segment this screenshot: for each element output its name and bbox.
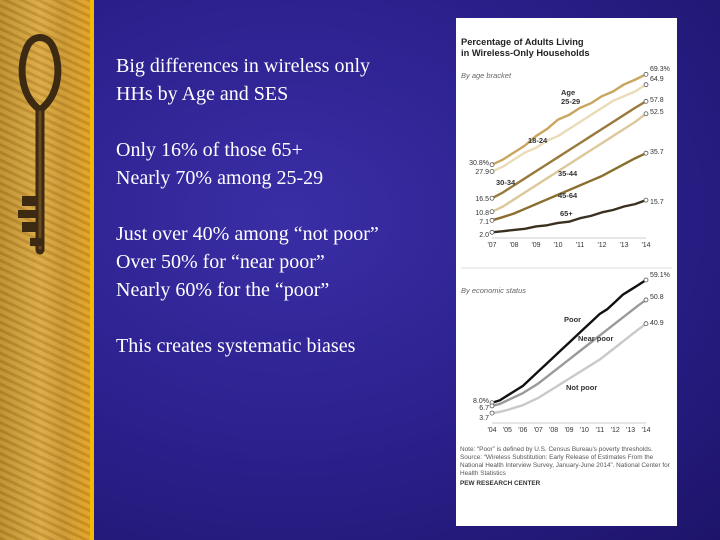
series-name-label: Not poor [566, 383, 597, 392]
economic-chart: '04 '05 '06 '07 '08 '09 '10 '11 '12 '13 '14 8.0% 59.… [473, 272, 670, 434]
series-end-point [643, 197, 649, 203]
series-start-point [489, 217, 495, 223]
chart-credit: PEW RESEARCH CENTER [460, 480, 541, 487]
series-end-point [643, 277, 649, 283]
x-tick-label: '06 [518, 427, 527, 434]
series-end-label: 50.8 [650, 294, 664, 301]
series-name-label: Age 25-29 [561, 88, 580, 106]
series-start-point [489, 410, 495, 416]
bullet-line: Just over 40% among “not poor” [116, 223, 379, 245]
series-end-label: 15.7 [650, 199, 664, 206]
skeleton-key-icon [18, 34, 62, 255]
series-end-point [643, 111, 649, 117]
series-line-35-44 [491, 112, 647, 213]
bullet-line: This creates systematic biases [116, 335, 356, 357]
series-line-near-poor [491, 298, 647, 408]
series-name-label: Near poor [578, 334, 614, 343]
series-start-point [489, 403, 495, 409]
series-name-label: 45-64 [558, 191, 578, 200]
series-start-label: 16.5 [475, 196, 489, 203]
series-line-18-24 [491, 83, 647, 173]
series-start-label: 2.0 [479, 232, 489, 239]
series-start-label: 27.9 [475, 169, 489, 176]
series-name-label: 30-34 [496, 178, 516, 187]
chart-note: Note: “Poor” is defined by U.S. Census B… [460, 446, 653, 453]
chart-subtitle-age: By age bracket [461, 71, 512, 80]
series-start-point [489, 169, 495, 174]
x-tick-label: '07 [534, 427, 543, 434]
x-tick-label: '10 [553, 242, 562, 249]
x-tick-label: '13 [626, 427, 635, 434]
series-name-label: Poor [564, 315, 581, 324]
x-tick-label: '09 [531, 242, 540, 249]
chart-subtitle-econ: By economic status [461, 286, 526, 295]
x-tick-label: '04 [487, 427, 496, 434]
x-tick-label: '12 [611, 427, 620, 434]
series-line-65+ [491, 199, 647, 234]
x-tick-label: '09 [564, 427, 573, 434]
series-start-label: 30.8% [469, 160, 489, 167]
chart-title: Percentage of Adults Living in Wireless-… [461, 37, 590, 58]
series-start-label: 6.7 [479, 405, 489, 412]
x-tick-label: '08 [509, 242, 518, 249]
x-tick-label: '13 [619, 242, 628, 249]
series-end-point [643, 321, 649, 327]
bullet-group: This creates systematic biases [116, 332, 446, 360]
series-line-45-64 [491, 152, 647, 222]
series-end-label: 64.9 [650, 76, 664, 83]
age-chart: '07 '08 '09 '10 '11 '12 '13 '14 30.8% 69.3% Age 25-… [469, 66, 670, 249]
x-tick-label: '14 [641, 427, 650, 434]
x-tick-label: '12 [597, 242, 606, 249]
chart-figure: Percentage of Adults Living in Wireless-… [460, 37, 672, 487]
series-start-label: 10.8 [475, 210, 489, 217]
bullet-line: Nearly 60% for the “poor” [116, 279, 330, 301]
bullet-line: Over 50% for “near poor” [116, 251, 325, 273]
bullet-line: HHs by Age and SES [116, 83, 289, 105]
series-end-point [643, 98, 649, 104]
bullet-group: Just over 40% among “not poor” Over 50% f… [116, 220, 446, 304]
series-start-point [489, 162, 495, 168]
series-end-point [643, 71, 649, 77]
bullet-text-block: Big differences in wireless only HHs by A… [116, 52, 446, 388]
x-tick-label: '11 [576, 242, 585, 249]
x-tick-label: '07 [487, 242, 496, 249]
series-start-point [489, 229, 495, 235]
series-end-label: 59.1% [650, 272, 670, 279]
chart-source: Source: “Wireless Substitution: Early Re… [460, 454, 670, 477]
series-start-label: 8.0% [473, 398, 489, 405]
x-tick-label: '05 [503, 427, 512, 434]
bullet-line: Nearly 70% among 25-29 [116, 167, 324, 189]
x-tick-label: '11 [595, 427, 604, 434]
series-name-label: 35-44 [558, 169, 578, 178]
series-end-label: 35.7 [650, 149, 664, 156]
series-end-point [643, 150, 649, 156]
chart-panel: Percentage of Adults Living in Wireless-… [456, 18, 677, 526]
series-end-label: 40.9 [650, 320, 664, 327]
x-tick-label: '14 [641, 242, 650, 249]
series-end-label: 52.5 [650, 109, 664, 116]
series-name-label: 18-24 [528, 136, 548, 145]
series-line-25-29 [491, 73, 647, 166]
series-name-label: 65+ [560, 209, 573, 218]
series-end-label: 57.8 [650, 97, 664, 104]
series-end-point [643, 82, 649, 88]
series-start-label: 7.1 [479, 219, 489, 226]
series-line-not-poor [491, 322, 647, 415]
series-start-point [489, 195, 495, 201]
bullet-line: Big differences in wireless only [116, 55, 371, 77]
bullet-group: Only 16% of those 65+ Nearly 70% among 25… [116, 136, 446, 192]
x-tick-label: '08 [549, 427, 558, 434]
series-line-30-34 [491, 100, 647, 200]
series-line-poor [491, 278, 647, 404]
bullet-line: Only 16% of those 65+ [116, 139, 303, 161]
x-tick-label: '10 [580, 427, 589, 434]
gold-accent-bar [90, 0, 94, 540]
series-end-label: 69.3% [650, 66, 670, 73]
bullet-group: Big differences in wireless only HHs by A… [116, 52, 446, 108]
series-end-point [643, 297, 649, 303]
series-start-point [489, 209, 495, 215]
series-start-label: 3.7 [479, 415, 489, 422]
left-decor-strip [0, 0, 90, 540]
